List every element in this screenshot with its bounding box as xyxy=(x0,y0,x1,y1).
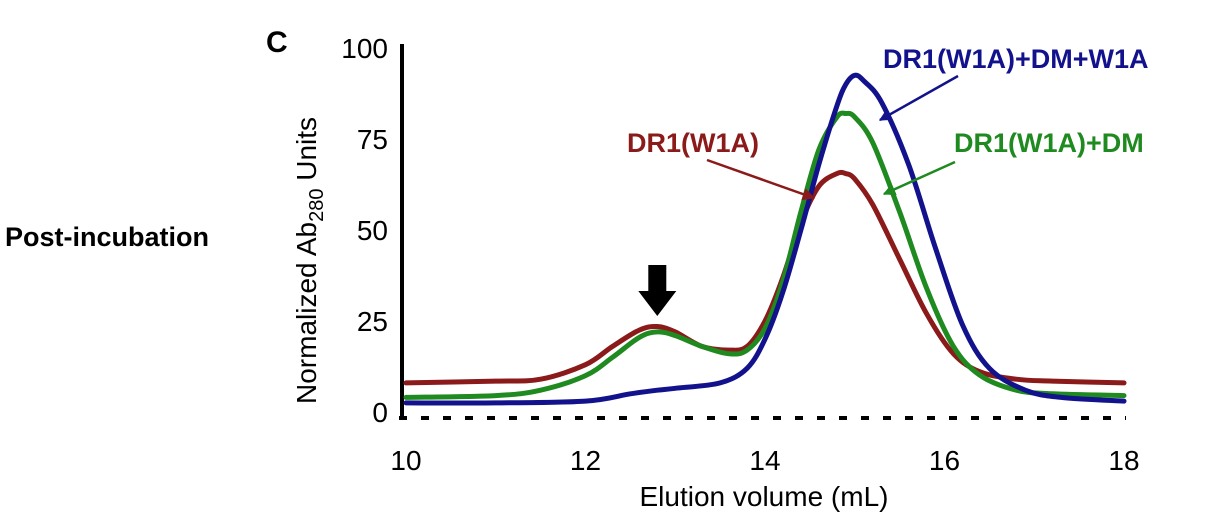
x-axis-title: Elution volume (mL) xyxy=(640,481,889,512)
pointer-arrow-red xyxy=(706,158,816,201)
label-dr1-w1a: DR1(W1A) xyxy=(627,128,759,158)
series-line-dr1-w1a-dm-w1a xyxy=(403,72,1127,406)
y-tick-label: 100 xyxy=(341,33,388,64)
y-ticks: 0 25 50 75 100 xyxy=(341,33,388,428)
x-tick-label: 10 xyxy=(390,445,421,476)
pointer-arrow-blue xyxy=(878,74,959,122)
y-tick-label: 0 xyxy=(372,397,388,428)
series-line-dr1-w1a xyxy=(403,169,1127,386)
series-line-dr1-w1a-dm xyxy=(403,110,1127,400)
x-tick-label: 18 xyxy=(1108,445,1139,476)
y-axis-title: Normalized Ab280 Units xyxy=(291,117,328,404)
y-axis-title-suffix: Units xyxy=(291,117,322,189)
label-dr1-w1a-dm-w1a: DR1(W1A)+DM+W1A xyxy=(883,44,1149,74)
row-label: Post-incubation xyxy=(5,222,209,252)
x-tick-label: 16 xyxy=(929,445,960,476)
peak-arrow-icon xyxy=(638,265,677,316)
y-tick-label: 50 xyxy=(357,215,388,246)
pointer-arrow-green xyxy=(882,160,956,196)
y-axis-title-subscript: 280 xyxy=(306,189,328,222)
y-tick-label: 25 xyxy=(357,306,388,337)
x-ticks: 10 12 14 16 18 xyxy=(390,445,1139,476)
panel-letter: C xyxy=(266,26,288,59)
y-tick-label: 75 xyxy=(357,124,388,155)
label-dr1-w1a-dm: DR1(W1A)+DM xyxy=(954,128,1144,158)
x-tick-label: 14 xyxy=(749,445,780,476)
y-axis-title-main: Normalized Ab xyxy=(291,222,322,404)
series-lines xyxy=(403,72,1127,406)
x-tick-label: 12 xyxy=(570,445,601,476)
